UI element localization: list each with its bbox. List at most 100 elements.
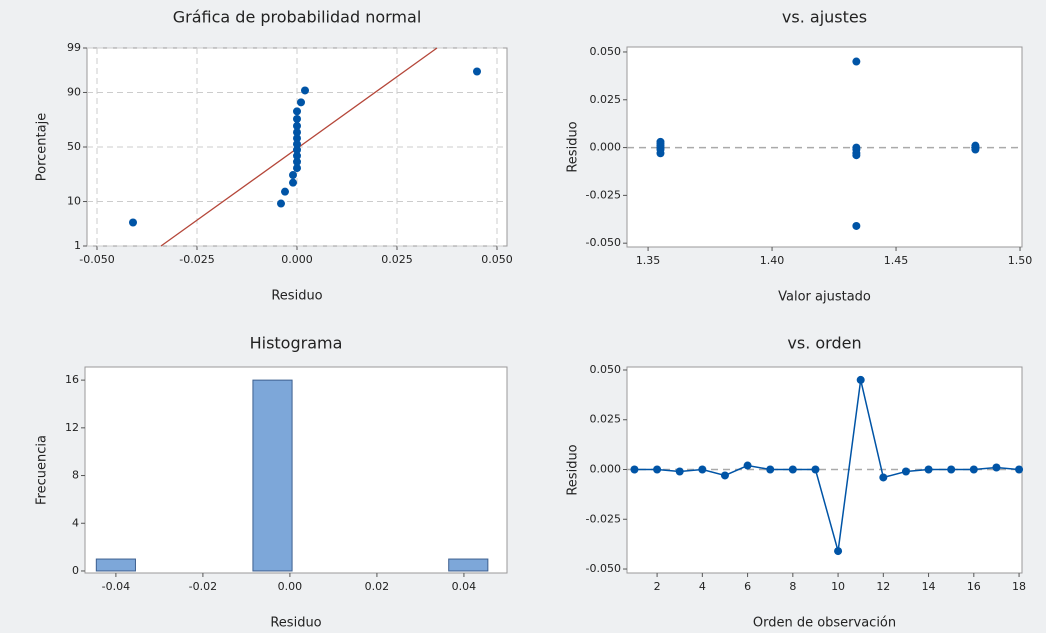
x-tick-label: 0.00: [278, 580, 303, 593]
y-tick-label: 0.000: [590, 463, 622, 476]
x-tick-label: 10: [831, 580, 845, 593]
y-tick-label: -0.025: [586, 512, 621, 525]
data-point: [473, 67, 481, 76]
data-point: [297, 98, 305, 107]
data-point: [852, 143, 861, 152]
x-tick-label: 1.40: [760, 254, 785, 267]
x-tick-label: 2: [654, 580, 661, 593]
x-tick-label: 4: [699, 580, 706, 593]
data-point: [856, 375, 865, 384]
y-tick-label: 12: [65, 421, 79, 434]
data-point: [971, 143, 980, 152]
data-point: [901, 467, 910, 476]
y-tick-label: 10: [67, 195, 81, 208]
chart-title: vs. ajustes: [782, 8, 867, 27]
data-point: [277, 199, 285, 208]
x-tick-label: 16: [967, 580, 981, 593]
data-point: [281, 187, 289, 196]
data-point: [293, 164, 301, 173]
x-tick-label: 0.04: [452, 580, 477, 593]
data-point: [289, 178, 297, 187]
data-point: [947, 465, 956, 474]
x-tick-label: -0.04: [102, 580, 130, 593]
data-point: [653, 465, 662, 474]
y-tick-label: -0.050: [586, 562, 621, 575]
data-point: [289, 171, 297, 180]
data-point: [293, 157, 301, 166]
data-point: [293, 107, 301, 116]
data-point: [293, 151, 301, 160]
data-point: [301, 86, 309, 95]
data-point: [698, 465, 707, 474]
data-point: [293, 121, 301, 130]
x-axis-label: Residuo: [271, 289, 322, 304]
y-tick-label: 0: [72, 564, 79, 577]
data-point: [852, 221, 861, 230]
y-tick-label: 0.025: [590, 93, 622, 106]
x-tick-label: 6: [744, 580, 751, 593]
data-point: [879, 473, 888, 482]
data-point: [293, 128, 301, 137]
data-point: [852, 57, 861, 66]
data-point: [293, 134, 301, 143]
chart-title: Histograma: [250, 334, 343, 353]
data-point: [766, 465, 775, 474]
y-tick-label: 0.000: [590, 141, 622, 154]
y-tick-label: 8: [72, 469, 79, 482]
data-point: [293, 145, 301, 154]
histogram-bar: [252, 379, 293, 572]
data-point: [811, 465, 820, 474]
x-axis-label: Orden de observación: [753, 616, 896, 631]
data-point: [992, 463, 1001, 472]
x-tick-label: 12: [876, 580, 890, 593]
x-axis-label: Residuo: [270, 616, 321, 631]
x-tick-label: 18: [1012, 580, 1026, 593]
x-tick-label: 8: [789, 580, 796, 593]
chart-title: vs. orden: [787, 334, 861, 353]
data-point: [834, 547, 843, 556]
x-tick-label: 0.02: [365, 580, 390, 593]
y-tick-label: 99: [67, 41, 81, 54]
y-tick-label: 0.050: [590, 45, 622, 58]
x-tick-label: 0.025: [381, 253, 413, 266]
y-axis-label: Residuo: [566, 121, 581, 172]
histogram-bar: [448, 558, 489, 572]
y-tick-label: 1: [74, 239, 81, 252]
x-tick-label: -0.050: [79, 253, 114, 266]
chart-title: Gráfica de probabilidad normal: [173, 8, 422, 27]
data-point: [129, 218, 137, 227]
x-tick-label: -0.025: [179, 253, 214, 266]
x-tick-label: 14: [922, 580, 936, 593]
data-point: [656, 149, 665, 158]
y-axis-label: Frecuencia: [35, 435, 50, 505]
data-point: [743, 461, 752, 470]
data-point: [1015, 465, 1024, 474]
y-tick-label: -0.025: [586, 188, 621, 201]
data-point: [630, 465, 639, 474]
y-tick-label: 4: [72, 516, 79, 529]
y-tick-label: 90: [67, 85, 81, 98]
plot-area: [84, 366, 508, 574]
data-point: [675, 467, 684, 476]
x-axis-label: Valor ajustado: [778, 290, 871, 305]
data-point: [293, 114, 301, 123]
data-point: [788, 465, 797, 474]
data-point: [969, 465, 978, 474]
x-tick-label: 1.35: [636, 254, 661, 267]
data-point: [852, 151, 861, 160]
data-point: [924, 465, 933, 474]
y-axis-label: Porcentaje: [35, 113, 50, 181]
y-tick-label: 0.025: [590, 413, 622, 426]
y-tick-label: 50: [67, 140, 81, 153]
x-tick-label: 1.45: [884, 254, 909, 267]
x-tick-label: -0.02: [189, 580, 217, 593]
x-tick-label: 0.000: [281, 253, 313, 266]
histogram-bar: [95, 558, 136, 572]
y-axis-label: Residuo: [566, 444, 581, 495]
data-point: [720, 471, 729, 480]
y-tick-label: 0.050: [590, 363, 622, 376]
y-tick-label: -0.050: [586, 236, 621, 249]
x-tick-label: 0.050: [481, 253, 513, 266]
y-tick-label: 16: [65, 373, 79, 386]
